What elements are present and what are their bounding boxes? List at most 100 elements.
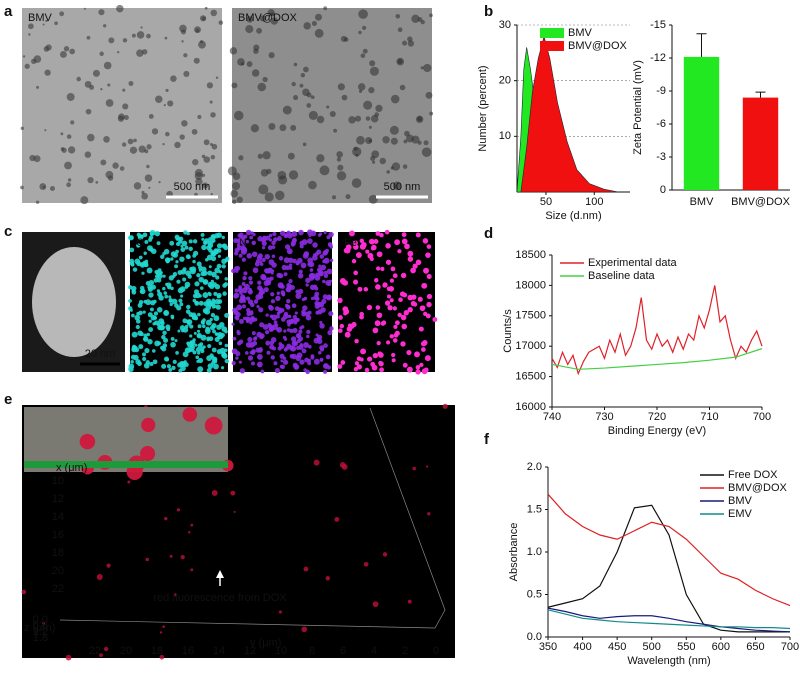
- particle: [269, 276, 274, 281]
- particle: [300, 262, 307, 269]
- particle: [337, 164, 344, 171]
- particle: [423, 267, 430, 274]
- particle: [258, 184, 269, 195]
- particle: [42, 23, 45, 26]
- particle: [128, 366, 134, 373]
- particle: [176, 305, 182, 311]
- particle: [326, 235, 331, 240]
- particle: [368, 194, 378, 204]
- y-tick-label: -9: [656, 85, 666, 97]
- particle: [179, 302, 184, 307]
- particle: [222, 291, 227, 296]
- particle: [356, 135, 365, 145]
- particle: [165, 324, 171, 330]
- particle: [232, 181, 241, 191]
- particle: [186, 255, 191, 259]
- particle: [410, 300, 416, 307]
- particle: [412, 263, 418, 269]
- particle: [298, 329, 303, 334]
- particle: [186, 304, 191, 310]
- scale-bar-label: 500 nm: [174, 181, 211, 193]
- particle: [139, 288, 146, 295]
- particle: [151, 349, 156, 353]
- particle: [145, 360, 150, 365]
- particle: [387, 305, 393, 311]
- particle: [251, 251, 258, 258]
- particle: [141, 49, 148, 55]
- particle: [168, 297, 173, 303]
- particle: [210, 9, 218, 17]
- particle: [351, 321, 357, 328]
- y-tick-label: -15: [650, 19, 666, 31]
- particle: [381, 320, 387, 326]
- particle: [280, 359, 284, 363]
- particle: [180, 294, 184, 298]
- panel-label: b: [484, 3, 493, 20]
- particle: [307, 344, 312, 349]
- particle: [42, 621, 46, 625]
- particle: [270, 292, 275, 297]
- particle: [142, 356, 147, 362]
- particle: [147, 286, 153, 292]
- particle: [286, 319, 292, 325]
- particle: [415, 364, 421, 370]
- particle: [303, 22, 311, 30]
- particle: [107, 175, 114, 181]
- particle: [317, 334, 323, 340]
- particle: [221, 264, 226, 269]
- particle: [246, 253, 253, 259]
- particle: [190, 523, 194, 527]
- particle: [380, 266, 385, 272]
- particle: [200, 232, 205, 237]
- particle: [236, 329, 240, 334]
- particle: [261, 257, 266, 263]
- particle: [337, 297, 343, 304]
- particle: [278, 610, 282, 614]
- particle: [236, 238, 243, 244]
- particle: [210, 112, 216, 118]
- particle: [95, 181, 99, 184]
- particle: [389, 125, 399, 135]
- particle: [245, 239, 250, 244]
- particle: [99, 653, 103, 658]
- particle: [131, 289, 137, 295]
- particle: [238, 253, 243, 258]
- particle: [180, 555, 185, 560]
- particle: [257, 253, 263, 259]
- particle: [207, 363, 214, 369]
- particle: [336, 171, 347, 181]
- particle: [180, 247, 186, 253]
- particle: [199, 342, 204, 347]
- particle: [269, 314, 274, 319]
- particle: [301, 626, 308, 633]
- particle: [265, 340, 271, 346]
- particle: [145, 281, 151, 286]
- x-tick-label: 740: [543, 411, 561, 423]
- particle: [200, 334, 207, 341]
- particle: [284, 244, 291, 250]
- particle: [261, 240, 267, 246]
- particle: [425, 252, 431, 258]
- particle: [355, 252, 362, 259]
- particle: [253, 299, 259, 304]
- particle: [33, 55, 42, 63]
- particle: [385, 259, 392, 265]
- particle: [212, 363, 219, 370]
- particle: [235, 356, 239, 360]
- particle: [192, 298, 197, 303]
- particle: [314, 286, 319, 291]
- particle: [188, 312, 194, 318]
- axis-tick-label: 22: [52, 583, 64, 595]
- particle: [192, 338, 196, 342]
- particle: [229, 47, 238, 55]
- particle: [214, 284, 221, 290]
- particle: [250, 310, 254, 314]
- particle: [202, 345, 206, 349]
- legend-label: BMV@DOX: [728, 482, 788, 494]
- particle: [256, 305, 260, 309]
- particle: [316, 154, 325, 163]
- particle: [319, 254, 325, 259]
- particle: [369, 60, 376, 67]
- particle: [232, 199, 237, 204]
- particle: [375, 104, 383, 113]
